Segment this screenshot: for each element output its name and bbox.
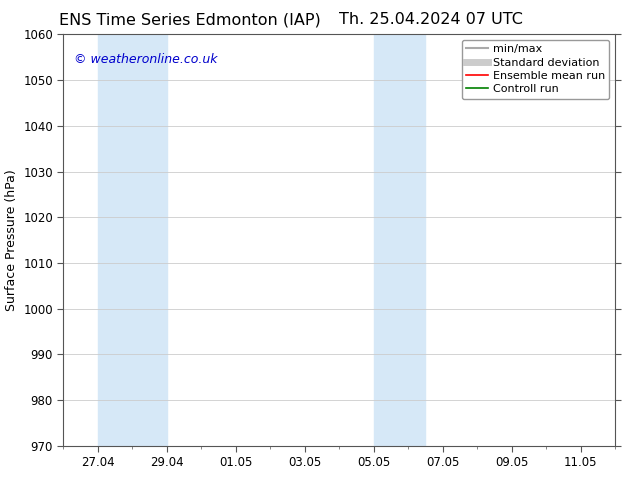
Text: ENS Time Series Edmonton (IAP): ENS Time Series Edmonton (IAP) bbox=[60, 12, 321, 27]
Legend: min/max, Standard deviation, Ensemble mean run, Controll run: min/max, Standard deviation, Ensemble me… bbox=[462, 40, 609, 99]
Text: Th. 25.04.2024 07 UTC: Th. 25.04.2024 07 UTC bbox=[339, 12, 523, 27]
Bar bbox=[373, 34, 425, 446]
Text: © weatheronline.co.uk: © weatheronline.co.uk bbox=[74, 53, 218, 66]
Y-axis label: Surface Pressure (hPa): Surface Pressure (hPa) bbox=[4, 169, 18, 311]
Bar bbox=[98, 34, 167, 446]
